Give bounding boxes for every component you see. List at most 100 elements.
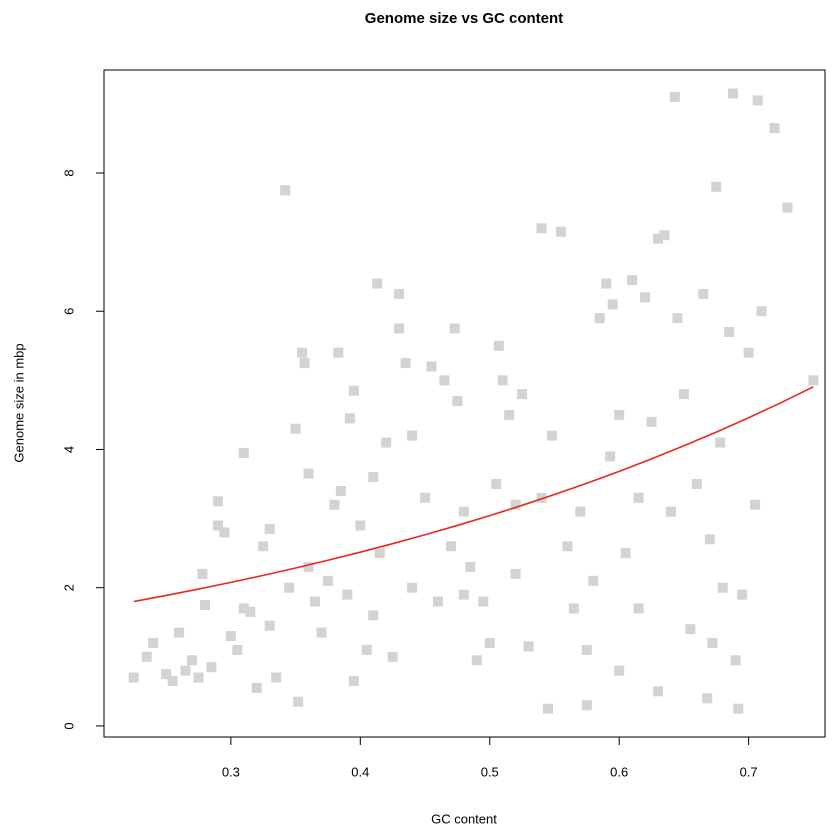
point (212, 520, 223, 531)
point (491, 479, 502, 490)
point (715, 437, 726, 448)
point (510, 568, 521, 579)
point (607, 299, 618, 310)
point (329, 499, 340, 510)
point (497, 375, 508, 386)
point (711, 181, 722, 192)
point (141, 651, 152, 662)
point (420, 492, 431, 503)
x-tick-label: 0.7 (740, 764, 758, 779)
point (264, 620, 275, 631)
point (148, 637, 159, 648)
point (620, 548, 631, 559)
point (568, 603, 579, 614)
point (284, 582, 295, 593)
point (280, 185, 291, 196)
point (471, 655, 482, 666)
point (685, 624, 696, 635)
point (407, 582, 418, 593)
point (605, 451, 616, 462)
point (737, 589, 748, 600)
point (724, 326, 735, 337)
point (653, 233, 664, 244)
point (407, 430, 418, 441)
point (733, 703, 744, 714)
point (355, 520, 366, 531)
point (678, 389, 689, 400)
point (361, 644, 372, 655)
point (264, 523, 275, 534)
point (653, 686, 664, 697)
point (627, 275, 638, 286)
point (335, 485, 346, 496)
point (342, 589, 353, 600)
x-tick-label: 0.4 (351, 764, 369, 779)
point (199, 599, 210, 610)
y-axis-label: Genome size in mbp (11, 343, 26, 462)
point (458, 506, 469, 517)
point (536, 492, 547, 503)
point (730, 655, 741, 666)
point (750, 499, 761, 510)
point (542, 703, 553, 714)
point (614, 409, 625, 420)
point (238, 447, 249, 458)
point (387, 651, 398, 662)
x-tick-label: 0.3 (222, 764, 240, 779)
point (344, 413, 355, 424)
point (197, 568, 208, 579)
point (672, 313, 683, 324)
point (728, 88, 739, 99)
point (702, 693, 713, 704)
point (536, 223, 547, 234)
point (756, 306, 767, 317)
point (452, 396, 463, 407)
x-axis-label: GC content (431, 811, 497, 826)
point (245, 606, 256, 617)
point (523, 641, 534, 652)
point (458, 589, 469, 600)
point (562, 541, 573, 552)
point (299, 358, 310, 369)
point (743, 347, 754, 358)
point (271, 672, 282, 683)
point (769, 123, 780, 134)
point (484, 637, 495, 648)
point (258, 541, 269, 552)
point (717, 582, 728, 593)
point (704, 534, 715, 545)
point (225, 631, 236, 642)
point (309, 596, 320, 607)
point (614, 665, 625, 676)
point (707, 637, 718, 648)
point (659, 230, 670, 241)
y-tick-label: 2 (61, 584, 76, 591)
point (316, 627, 327, 638)
point (808, 375, 819, 386)
point (374, 548, 385, 559)
x-tick-label: 0.6 (610, 764, 628, 779)
plot-frame (103, 69, 826, 738)
chart-title: Genome size vs GC content (365, 10, 563, 27)
point (594, 313, 605, 324)
point (581, 700, 592, 711)
point (510, 499, 521, 510)
point (212, 496, 223, 507)
point (665, 506, 676, 517)
point (581, 644, 592, 655)
point (372, 278, 383, 289)
point (348, 676, 359, 687)
point (691, 479, 702, 490)
point (290, 423, 301, 434)
point (445, 541, 456, 552)
point (504, 409, 515, 420)
point (752, 95, 763, 106)
point (128, 672, 139, 683)
point (517, 389, 528, 400)
point (167, 676, 178, 687)
point (439, 375, 450, 386)
point (478, 596, 489, 607)
point (219, 527, 230, 538)
point (646, 416, 657, 427)
